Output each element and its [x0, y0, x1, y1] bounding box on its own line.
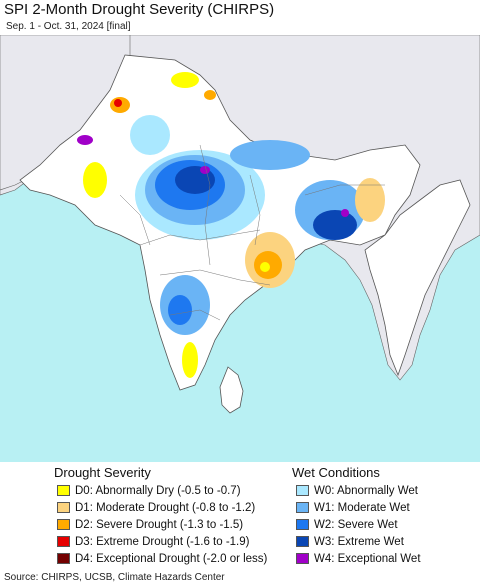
land-myanmar	[364, 179, 471, 377]
legend-swatch-w3	[296, 536, 309, 547]
land-sri-lanka	[219, 366, 244, 414]
legend-item-w2: W2: Severe Wet	[296, 517, 398, 532]
legend-label-d4: D4: Exceptional Drought (-2.0 or less)	[75, 552, 268, 565]
drought-map	[0, 35, 480, 462]
legend-label-w1: W1: Moderate Wet	[314, 501, 410, 514]
legend-item-d3: D3: Extreme Drought (-1.6 to -1.9)	[57, 534, 249, 549]
legend-label-d3: D3: Extreme Drought (-1.6 to -1.9)	[75, 535, 250, 548]
legend-item-w0: W0: Abnormally Wet	[296, 483, 418, 498]
legend-label-d0: D0: Abnormally Dry (-0.5 to -0.7)	[75, 484, 241, 497]
legend-swatch-d1	[57, 502, 70, 513]
legend-label-w0: W0: Abnormally Wet	[314, 484, 418, 497]
legend-swatch-d3	[57, 536, 70, 547]
wet-areas	[77, 115, 365, 335]
legend-item-w3: W3: Extreme Wet	[296, 534, 404, 549]
legend-wet-title: Wet Conditions	[292, 465, 380, 480]
legend-swatch-d0	[57, 485, 70, 496]
legend-label-w4: W4: Exceptional Wet	[314, 552, 421, 565]
legend-item-d2: D2: Severe Drought (-1.3 to -1.5)	[57, 517, 243, 532]
legend: Drought Severity Wet Conditions D0: Abno…	[0, 462, 480, 570]
legend-swatch-w4	[296, 553, 309, 564]
legend-drought-title: Drought Severity	[54, 465, 151, 480]
source-credit: Source: CHIRPS, UCSB, Climate Hazards Ce…	[4, 572, 225, 583]
legend-swatch-d2	[57, 519, 70, 530]
map-canvas	[0, 35, 480, 414]
admin-boundaries	[119, 144, 385, 321]
legend-item-w4: W4: Exceptional Wet	[296, 551, 421, 566]
legend-label-w3: W3: Extreme Wet	[314, 535, 404, 548]
drought-areas	[83, 72, 385, 378]
map-title: SPI 2-Month Drought Severity (CHIRPS)	[4, 1, 275, 18]
legend-label-w2: W2: Severe Wet	[314, 518, 398, 531]
map-subtitle: Sep. 1 - Oct. 31, 2024 [final]	[6, 21, 131, 32]
legend-swatch-w1	[296, 502, 309, 513]
legend-swatch-w0	[296, 485, 309, 496]
legend-swatch-w2	[296, 519, 309, 530]
legend-label-d1: D1: Moderate Drought (-0.8 to -1.2)	[75, 501, 256, 514]
legend-item-d0: D0: Abnormally Dry (-0.5 to -0.7)	[57, 483, 241, 498]
legend-swatch-d4	[57, 553, 70, 564]
legend-item-d4: D4: Exceptional Drought (-2.0 or less)	[57, 551, 267, 566]
legend-item-w1: W1: Moderate Wet	[296, 500, 410, 515]
legend-item-d1: D1: Moderate Drought (-0.8 to -1.2)	[57, 500, 255, 515]
legend-label-d2: D2: Severe Drought (-1.3 to -1.5)	[75, 518, 244, 531]
